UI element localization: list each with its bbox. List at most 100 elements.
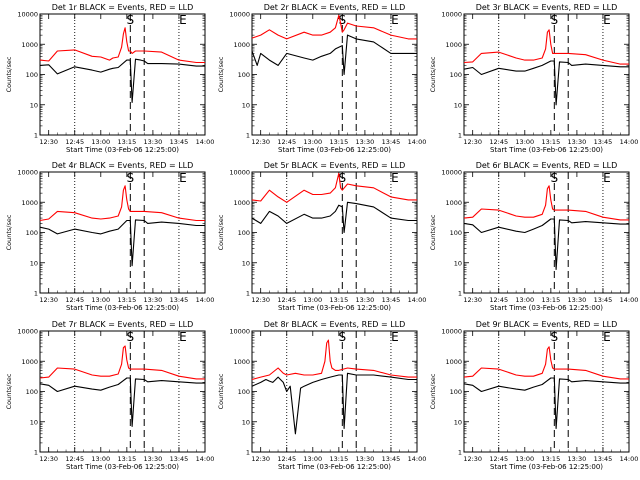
x-axis-label: Start Time (03-Feb-06 12:25:00) [490, 146, 603, 154]
start-marker: S [551, 330, 559, 344]
events-series-line [39, 377, 205, 427]
y-axis-label: Counts/sec [429, 373, 437, 409]
x-tick-label: 12:45 [489, 296, 508, 304]
x-tick-label: 13:30 [144, 138, 163, 146]
x-tick-label: 13:15 [117, 138, 136, 146]
x-tick-label: 13:15 [117, 455, 136, 463]
x-tick-label: 12:45 [489, 455, 508, 463]
events-series-line [251, 372, 417, 435]
panel-title: Det 3r BLACK = Events, RED = LLD [476, 3, 618, 12]
x-tick-label: 12:30 [39, 296, 58, 304]
x-tick-label: 12:45 [277, 138, 296, 146]
panel-title: Det 9r BLACK = Events, RED = LLD [476, 320, 618, 329]
x-tick-label: 12:30 [463, 138, 482, 146]
y-tick-label: 1000 [233, 199, 250, 207]
y-tick-label: 1 [34, 290, 38, 298]
x-tick-label: 13:30 [356, 296, 375, 304]
x-tick-label: 13:45 [594, 455, 613, 463]
y-axis-label: Counts/sec [429, 56, 437, 92]
y-tick-label: 100 [238, 71, 250, 79]
start-marker: S [551, 13, 559, 27]
plot-frame [251, 13, 418, 136]
lld-series-line [251, 339, 417, 381]
y-tick-label: 10000 [229, 328, 250, 336]
events-series-line [463, 377, 629, 430]
y-tick-label: 1000 [233, 41, 250, 49]
x-tick-label: 14:00 [620, 455, 639, 463]
x-tick-label: 12:45 [277, 455, 296, 463]
x-tick-label: 13:45 [170, 138, 189, 146]
end-marker: E [391, 171, 399, 185]
x-tick-label: 13:00 [303, 138, 322, 146]
y-tick-label: 1 [246, 132, 250, 140]
y-tick-label: 1000 [445, 199, 462, 207]
y-tick-label: 1000 [445, 41, 462, 49]
panel-title: Det 8r BLACK = Events, RED = LLD [264, 320, 406, 329]
detector-panel: Det 4r BLACK = Events, RED = LLD 1 10 100 10… [5, 161, 214, 312]
plot-frame [39, 13, 206, 136]
x-tick-label: 13:45 [594, 296, 613, 304]
y-tick-label: 1 [246, 290, 250, 298]
plot-frame [251, 171, 418, 294]
y-tick-label: 10 [242, 418, 250, 426]
start-marker: S [127, 330, 135, 344]
y-tick-label: 100 [450, 388, 462, 396]
y-tick-label: 1000 [445, 358, 462, 366]
x-tick-label: 13:45 [170, 296, 189, 304]
x-tick-label: 14:00 [408, 455, 427, 463]
x-tick-label: 13:15 [329, 138, 348, 146]
x-tick-label: 13:30 [144, 296, 163, 304]
y-tick-label: 1 [458, 449, 462, 457]
x-tick-label: 14:00 [620, 296, 639, 304]
x-tick-label: 14:00 [196, 138, 215, 146]
y-tick-label: 10000 [17, 328, 38, 336]
y-tick-label: 1000 [21, 358, 38, 366]
x-tick-label: 12:45 [489, 138, 508, 146]
y-tick-label: 10000 [441, 169, 462, 177]
y-tick-label: 1 [246, 449, 250, 457]
x-tick-label: 12:30 [251, 138, 270, 146]
x-tick-label: 13:45 [170, 455, 189, 463]
x-axis-label: Start Time (03-Feb-06 12:25:00) [490, 463, 603, 471]
y-tick-label: 10 [454, 101, 462, 109]
x-axis-label: Start Time (03-Feb-06 12:25:00) [66, 146, 179, 154]
y-tick-label: 100 [26, 71, 38, 79]
y-tick-label: 1 [34, 449, 38, 457]
detector-panel: Det 8r BLACK = Events, RED = LLD 1 10 100 10… [217, 320, 426, 471]
x-tick-label: 14:00 [196, 296, 215, 304]
y-tick-label: 1000 [21, 199, 38, 207]
x-tick-label: 13:15 [541, 296, 560, 304]
x-axis-label: Start Time (03-Feb-06 12:25:00) [66, 463, 179, 471]
y-axis-label: Counts/sec [5, 214, 13, 250]
y-tick-label: 10000 [229, 11, 250, 19]
y-tick-label: 100 [26, 229, 38, 237]
y-tick-label: 10 [30, 259, 38, 267]
x-tick-label: 14:00 [408, 138, 427, 146]
x-tick-label: 13:00 [515, 138, 534, 146]
plot-frame [39, 330, 206, 453]
y-axis-label: Counts/sec [5, 373, 13, 409]
detector-panel: Det 6r BLACK = Events, RED = LLD 1 10 100 10… [429, 161, 638, 312]
x-tick-label: 12:30 [39, 455, 58, 463]
x-tick-label: 13:45 [382, 138, 401, 146]
events-series-line [463, 218, 629, 271]
start-marker: S [339, 13, 347, 27]
panel-title: Det 4r BLACK = Events, RED = LLD [52, 161, 194, 170]
detector-panel: Det 3r BLACK = Events, RED = LLD 1 10 100 10… [429, 3, 638, 154]
x-tick-label: 13:00 [91, 296, 110, 304]
plot-frame [463, 330, 630, 453]
y-tick-label: 10000 [17, 169, 38, 177]
y-tick-label: 10 [242, 259, 250, 267]
y-axis-label: Counts/sec [217, 214, 225, 250]
y-tick-label: 100 [238, 388, 250, 396]
lld-series-line [39, 27, 205, 64]
x-tick-label: 12:30 [463, 455, 482, 463]
start-marker: S [127, 171, 135, 185]
end-marker: E [391, 330, 399, 344]
x-tick-label: 13:15 [541, 455, 560, 463]
y-axis-label: Counts/sec [5, 56, 13, 92]
x-tick-label: 12:30 [39, 138, 58, 146]
x-axis-label: Start Time (03-Feb-06 12:25:00) [278, 304, 391, 312]
x-tick-label: 12:30 [251, 455, 270, 463]
